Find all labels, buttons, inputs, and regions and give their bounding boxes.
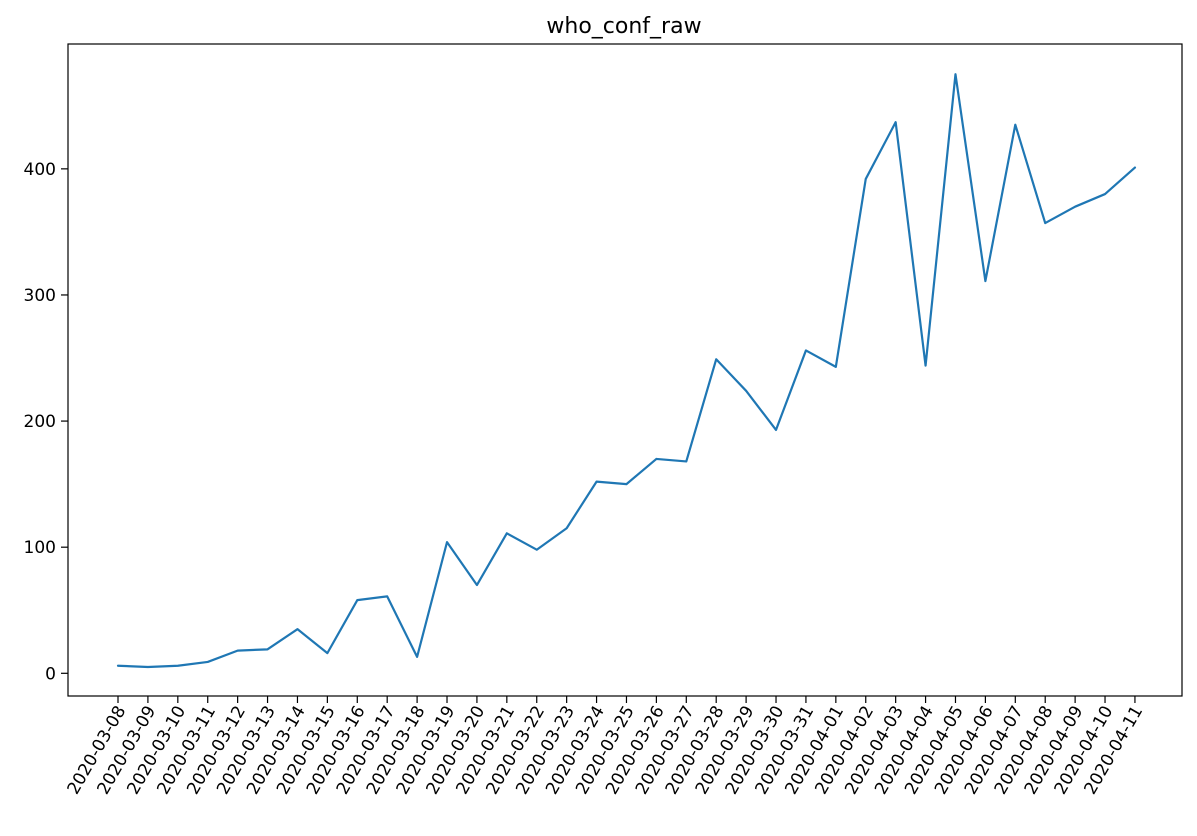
y-tick-label: 200 bbox=[24, 412, 56, 432]
y-tick-label: 100 bbox=[24, 538, 56, 558]
y-tick-label: 0 bbox=[45, 664, 56, 684]
x-axis: 2020-03-082020-03-092020-03-102020-03-11… bbox=[64, 696, 1147, 798]
series-line bbox=[116, 73, 1137, 669]
y-axis: 0 100 200 300 400 bbox=[24, 160, 68, 684]
y-tick-label: 400 bbox=[24, 160, 56, 180]
plot-frame bbox=[67, 43, 1183, 697]
chart-title: who_conf_raw bbox=[546, 14, 701, 39]
y-tick-label: 300 bbox=[24, 286, 56, 306]
series-layer bbox=[116, 73, 1137, 669]
